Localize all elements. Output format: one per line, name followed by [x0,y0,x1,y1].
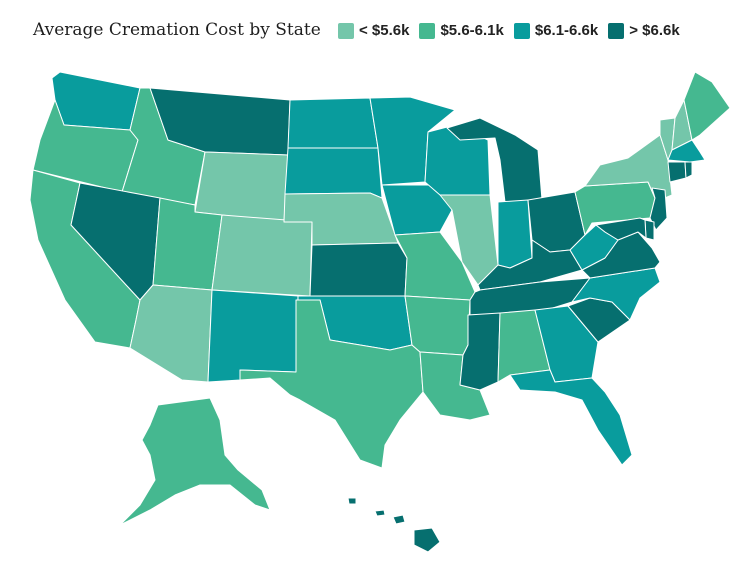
state-connecticut[interactable] [667,161,687,183]
state-florida[interactable] [509,369,633,466]
state-maryland[interactable] [595,217,647,241]
state-north-dakota[interactable] [287,97,379,149]
legend-swatch [419,22,436,39]
legend-label: $6.1-6.6k [534,22,599,39]
legend-item: < $5.6k [338,22,409,39]
state-wyoming[interactable] [194,151,289,223]
state-new-mexico[interactable] [207,289,299,383]
legend-item: $5.6-6.1k [419,22,504,39]
legend-label: $5.6-6.1k [440,22,504,39]
legend-label: > $6.6k [629,22,680,39]
state-new-jersey[interactable] [649,187,668,231]
legend-swatch [608,22,625,39]
state-texas[interactable] [239,299,424,469]
state-washington[interactable] [51,71,141,131]
legend-swatch [338,22,354,39]
state-maine[interactable] [683,71,731,141]
state-rhode-island[interactable] [684,161,693,179]
state-arkansas[interactable] [404,295,471,356]
legend-label: < $5.6k [359,22,410,39]
state-arizona[interactable] [129,284,213,383]
map-title: Average Cremation Cost by State [33,20,321,40]
state-south-dakota[interactable] [284,147,383,199]
state-kansas[interactable] [309,242,408,297]
state-indiana[interactable] [497,199,533,269]
state-alaska[interactable] [119,397,271,526]
legend-swatch [513,22,530,39]
legend-item: $6.1-6.6k [513,22,599,39]
legend-item: > $6.6k [608,22,680,39]
legend: < $5.6k $5.6-6.1k $6.1-6.6k > $6.6k [338,22,690,39]
state-hawaii[interactable] [347,497,441,553]
state-colorado[interactable] [211,214,313,297]
